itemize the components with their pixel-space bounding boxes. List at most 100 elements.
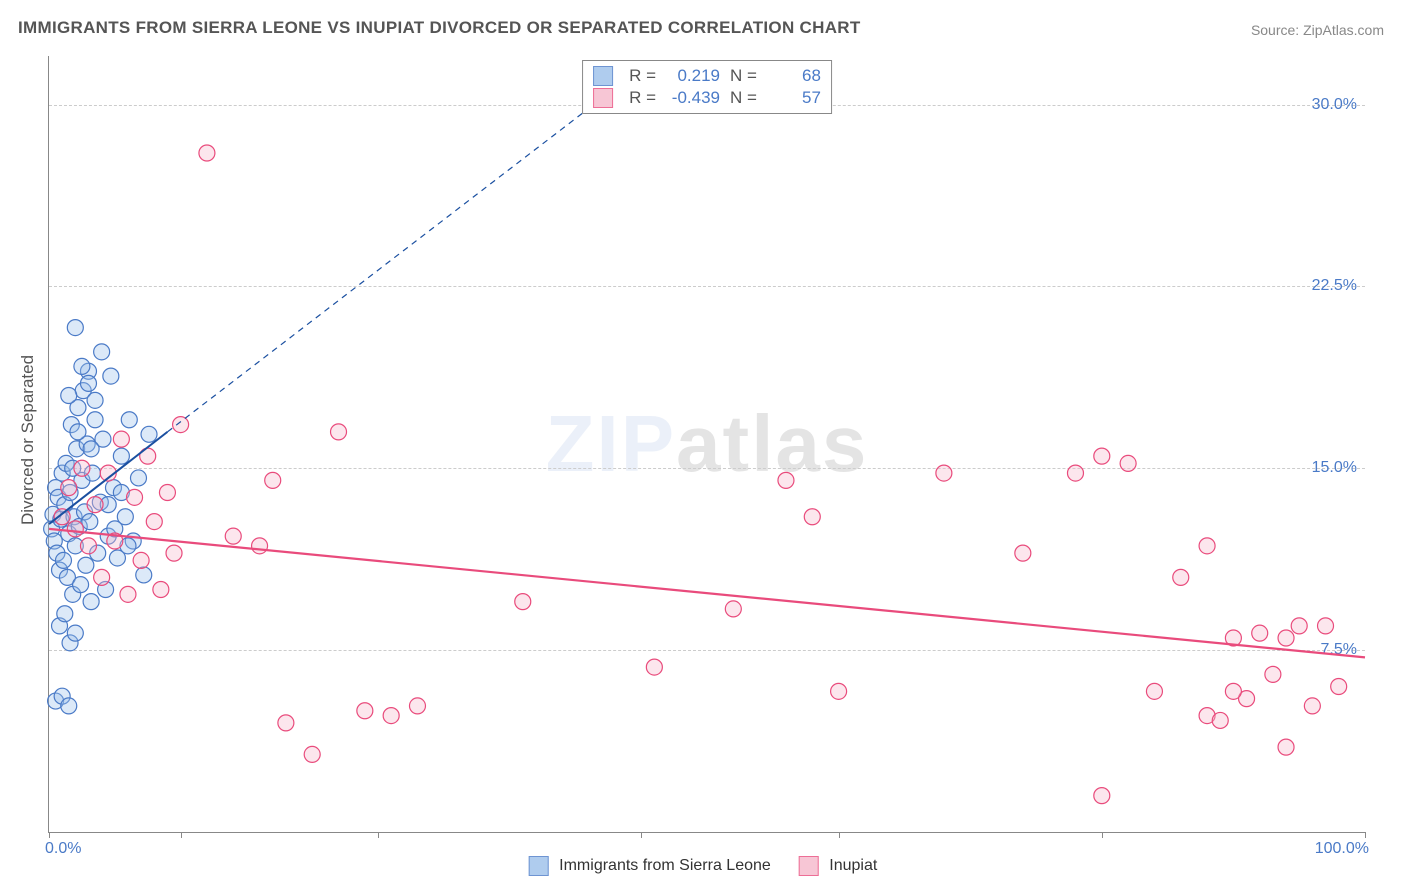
data-point <box>278 715 294 731</box>
data-point <box>1252 625 1268 641</box>
stats-legend-box: R = 0.219 N = 68 R = -0.439 N = 57 <box>582 60 832 114</box>
data-point <box>67 521 83 537</box>
data-point <box>87 497 103 513</box>
data-point <box>304 746 320 762</box>
data-point <box>1173 569 1189 585</box>
data-point <box>804 509 820 525</box>
data-point <box>120 586 136 602</box>
data-point <box>1225 683 1241 699</box>
legend-item-2: Inupiat <box>799 856 878 876</box>
stats-row-2: R = -0.439 N = 57 <box>593 87 821 109</box>
n-label: N = <box>730 66 757 86</box>
data-point <box>1278 630 1294 646</box>
data-point <box>1212 712 1228 728</box>
data-point <box>1146 683 1162 699</box>
data-point <box>73 577 89 593</box>
data-point <box>725 601 741 617</box>
legend-swatch-1 <box>529 856 549 876</box>
data-point <box>83 594 99 610</box>
data-point <box>383 708 399 724</box>
data-point <box>409 698 425 714</box>
data-point <box>265 472 281 488</box>
data-point <box>55 552 71 568</box>
data-point <box>173 417 189 433</box>
data-point <box>74 358 90 374</box>
data-point <box>357 703 373 719</box>
plot-area: ZIPatlas 7.5%15.0%22.5%30.0% 0.0% 100.0%… <box>48 56 1365 833</box>
n-value-1: 68 <box>767 66 821 86</box>
data-point <box>80 538 96 554</box>
data-point <box>74 460 90 476</box>
data-point <box>1291 618 1307 634</box>
data-point <box>70 424 86 440</box>
y-axis-label: Divorced or Separated <box>18 355 38 525</box>
data-point <box>199 145 215 161</box>
data-point <box>121 412 137 428</box>
data-point <box>1015 545 1031 561</box>
data-point <box>57 606 73 622</box>
data-point <box>61 480 77 496</box>
data-point <box>1331 679 1347 695</box>
data-point <box>159 485 175 501</box>
data-point <box>136 567 152 583</box>
r-label: R = <box>629 66 656 86</box>
data-point <box>1265 666 1281 682</box>
chart-container: IMMIGRANTS FROM SIERRA LEONE VS INUPIAT … <box>0 0 1406 892</box>
source-link[interactable]: ZipAtlas.com <box>1303 22 1384 38</box>
data-point <box>1094 788 1110 804</box>
legend-item-1: Immigrants from Sierra Leone <box>529 856 771 876</box>
data-point <box>83 441 99 457</box>
data-point <box>153 582 169 598</box>
data-point <box>87 412 103 428</box>
data-point <box>80 375 96 391</box>
n-label: N = <box>730 88 757 108</box>
data-point <box>54 509 70 525</box>
data-point <box>831 683 847 699</box>
data-point <box>515 594 531 610</box>
data-point <box>82 514 98 530</box>
data-point <box>1199 538 1215 554</box>
legend-label-1: Immigrants from Sierra Leone <box>559 857 771 874</box>
legend-swatch-2 <box>799 856 819 876</box>
data-point <box>141 426 157 442</box>
x-axis-min-label: 0.0% <box>45 840 81 858</box>
data-point <box>1094 448 1110 464</box>
legend-label-2: Inupiat <box>829 857 877 874</box>
data-point <box>252 538 268 554</box>
data-point <box>1318 618 1334 634</box>
n-value-2: 57 <box>767 88 821 108</box>
source-attribution: Source: ZipAtlas.com <box>1251 22 1384 38</box>
data-point <box>127 489 143 505</box>
data-point <box>1067 465 1083 481</box>
data-point <box>331 424 347 440</box>
data-point <box>166 545 182 561</box>
data-point <box>103 368 119 384</box>
scatter-svg <box>49 56 1365 832</box>
data-point <box>1304 698 1320 714</box>
legend-bottom: Immigrants from Sierra Leone Inupiat <box>529 856 878 876</box>
stats-row-1: R = 0.219 N = 68 <box>593 65 821 87</box>
trend-line <box>49 529 1365 658</box>
data-point <box>87 392 103 408</box>
data-point <box>130 470 146 486</box>
legend-swatch-series2 <box>593 88 613 108</box>
r-label: R = <box>629 88 656 108</box>
data-point <box>61 698 77 714</box>
data-point <box>936 465 952 481</box>
data-point <box>113 448 129 464</box>
data-point <box>78 557 94 573</box>
data-point <box>94 344 110 360</box>
data-point <box>778 472 794 488</box>
data-point <box>225 528 241 544</box>
data-point <box>1278 739 1294 755</box>
r-value-1: 0.219 <box>666 66 720 86</box>
data-point <box>67 320 83 336</box>
data-point <box>61 388 77 404</box>
legend-swatch-series1 <box>593 66 613 86</box>
data-point <box>1120 455 1136 471</box>
data-point <box>646 659 662 675</box>
data-point <box>133 552 149 568</box>
data-point <box>94 569 110 585</box>
data-point <box>67 625 83 641</box>
x-axis-max-label: 100.0% <box>1315 840 1369 858</box>
